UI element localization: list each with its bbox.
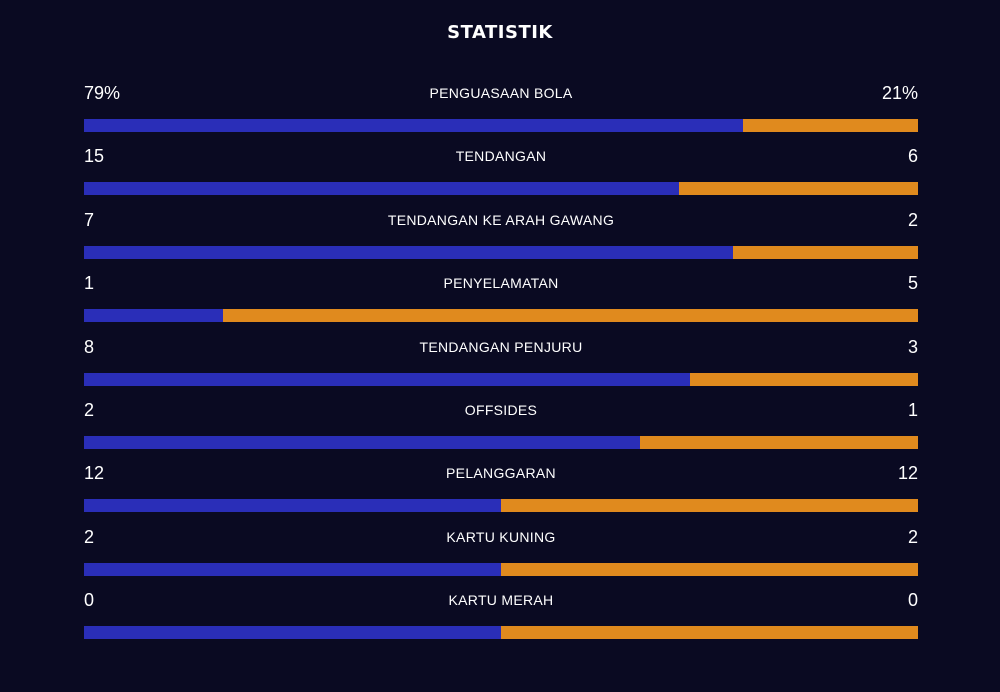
home-value: 12 <box>84 463 105 484</box>
stat-row: 15 TENDANGAN 6 <box>84 143 918 206</box>
home-value: 1 <box>84 273 95 294</box>
stat-label: PENYELAMATAN <box>443 275 559 292</box>
away-bar-segment <box>690 372 918 386</box>
home-bar-segment <box>84 372 691 386</box>
stat-row: 79% PENGUASAAN BOLA 21% <box>84 80 918 143</box>
stat-row: 8 TENDANGAN PENJURU 3 <box>84 334 918 397</box>
away-bar-segment <box>640 435 918 449</box>
home-bar-segment <box>84 562 501 576</box>
home-value: 2 <box>84 526 95 547</box>
home-value: 0 <box>84 590 95 611</box>
stat-row: 7 TENDANGAN KE ARAH GAWANG 2 <box>84 207 918 270</box>
home-value: 8 <box>84 336 95 357</box>
away-value: 12 <box>897 463 918 484</box>
away-value: 3 <box>907 336 918 357</box>
away-bar-segment <box>501 562 918 576</box>
away-bar-segment <box>742 119 918 132</box>
home-bar-segment <box>84 182 680 196</box>
stat-label: PELANGGARAN <box>446 465 556 482</box>
stat-row: 2 OFFSIDES 1 <box>84 397 918 460</box>
home-value: 15 <box>84 146 105 167</box>
stat-bar <box>84 372 918 386</box>
away-bar-segment <box>732 245 918 259</box>
away-bar-segment <box>501 499 918 513</box>
home-bar-segment <box>84 626 501 640</box>
stat-label: OFFSIDES <box>464 401 538 418</box>
home-value: 2 <box>84 399 95 420</box>
stat-bar <box>84 309 918 323</box>
stat-label: PENGUASAAN BOLA <box>429 85 573 101</box>
stat-bar <box>84 182 918 196</box>
stat-label: TENDANGAN KE ARAH GAWANG <box>387 211 615 228</box>
home-bar-segment <box>84 499 501 513</box>
stat-row: 12 PELANGGARAN 12 <box>84 460 918 523</box>
away-value: 21% <box>881 83 918 103</box>
away-value: 2 <box>907 209 918 230</box>
away-bar-segment <box>501 626 918 640</box>
home-bar-segment <box>84 119 743 132</box>
stat-bar <box>84 435 918 449</box>
home-value: 79% <box>84 83 121 103</box>
away-value: 1 <box>907 399 918 420</box>
stat-bar <box>84 499 918 513</box>
stat-list: 79% PENGUASAAN BOLA 21% 15 TENDANGAN 6 7 TENDAN… <box>84 80 918 651</box>
home-bar-segment <box>84 435 641 449</box>
away-value: 6 <box>907 146 918 167</box>
stat-row: 2 KARTU KUNING 2 <box>84 524 918 587</box>
away-value: 5 <box>907 273 918 294</box>
away-value: 2 <box>907 526 918 547</box>
away-bar-segment <box>679 182 918 196</box>
stat-bar <box>84 245 918 259</box>
stat-bar <box>84 626 918 640</box>
home-bar-segment <box>84 245 733 259</box>
stat-bar <box>84 562 918 576</box>
away-bar-segment <box>223 309 918 323</box>
stat-bar <box>84 119 918 132</box>
home-value: 7 <box>84 209 95 230</box>
away-value: 0 <box>907 590 918 611</box>
stat-label: TENDANGAN <box>455 148 547 165</box>
stat-label: KARTU MERAH <box>448 592 554 609</box>
panel-title: STATISTIK <box>447 22 553 43</box>
home-bar-segment <box>84 309 224 323</box>
stat-label: TENDANGAN PENJURU <box>419 338 583 355</box>
stat-row: 0 KARTU MERAH 0 <box>84 587 918 650</box>
stat-label: KARTU KUNING <box>446 528 556 545</box>
stat-row: 1 PENYELAMATAN 5 <box>84 270 918 333</box>
